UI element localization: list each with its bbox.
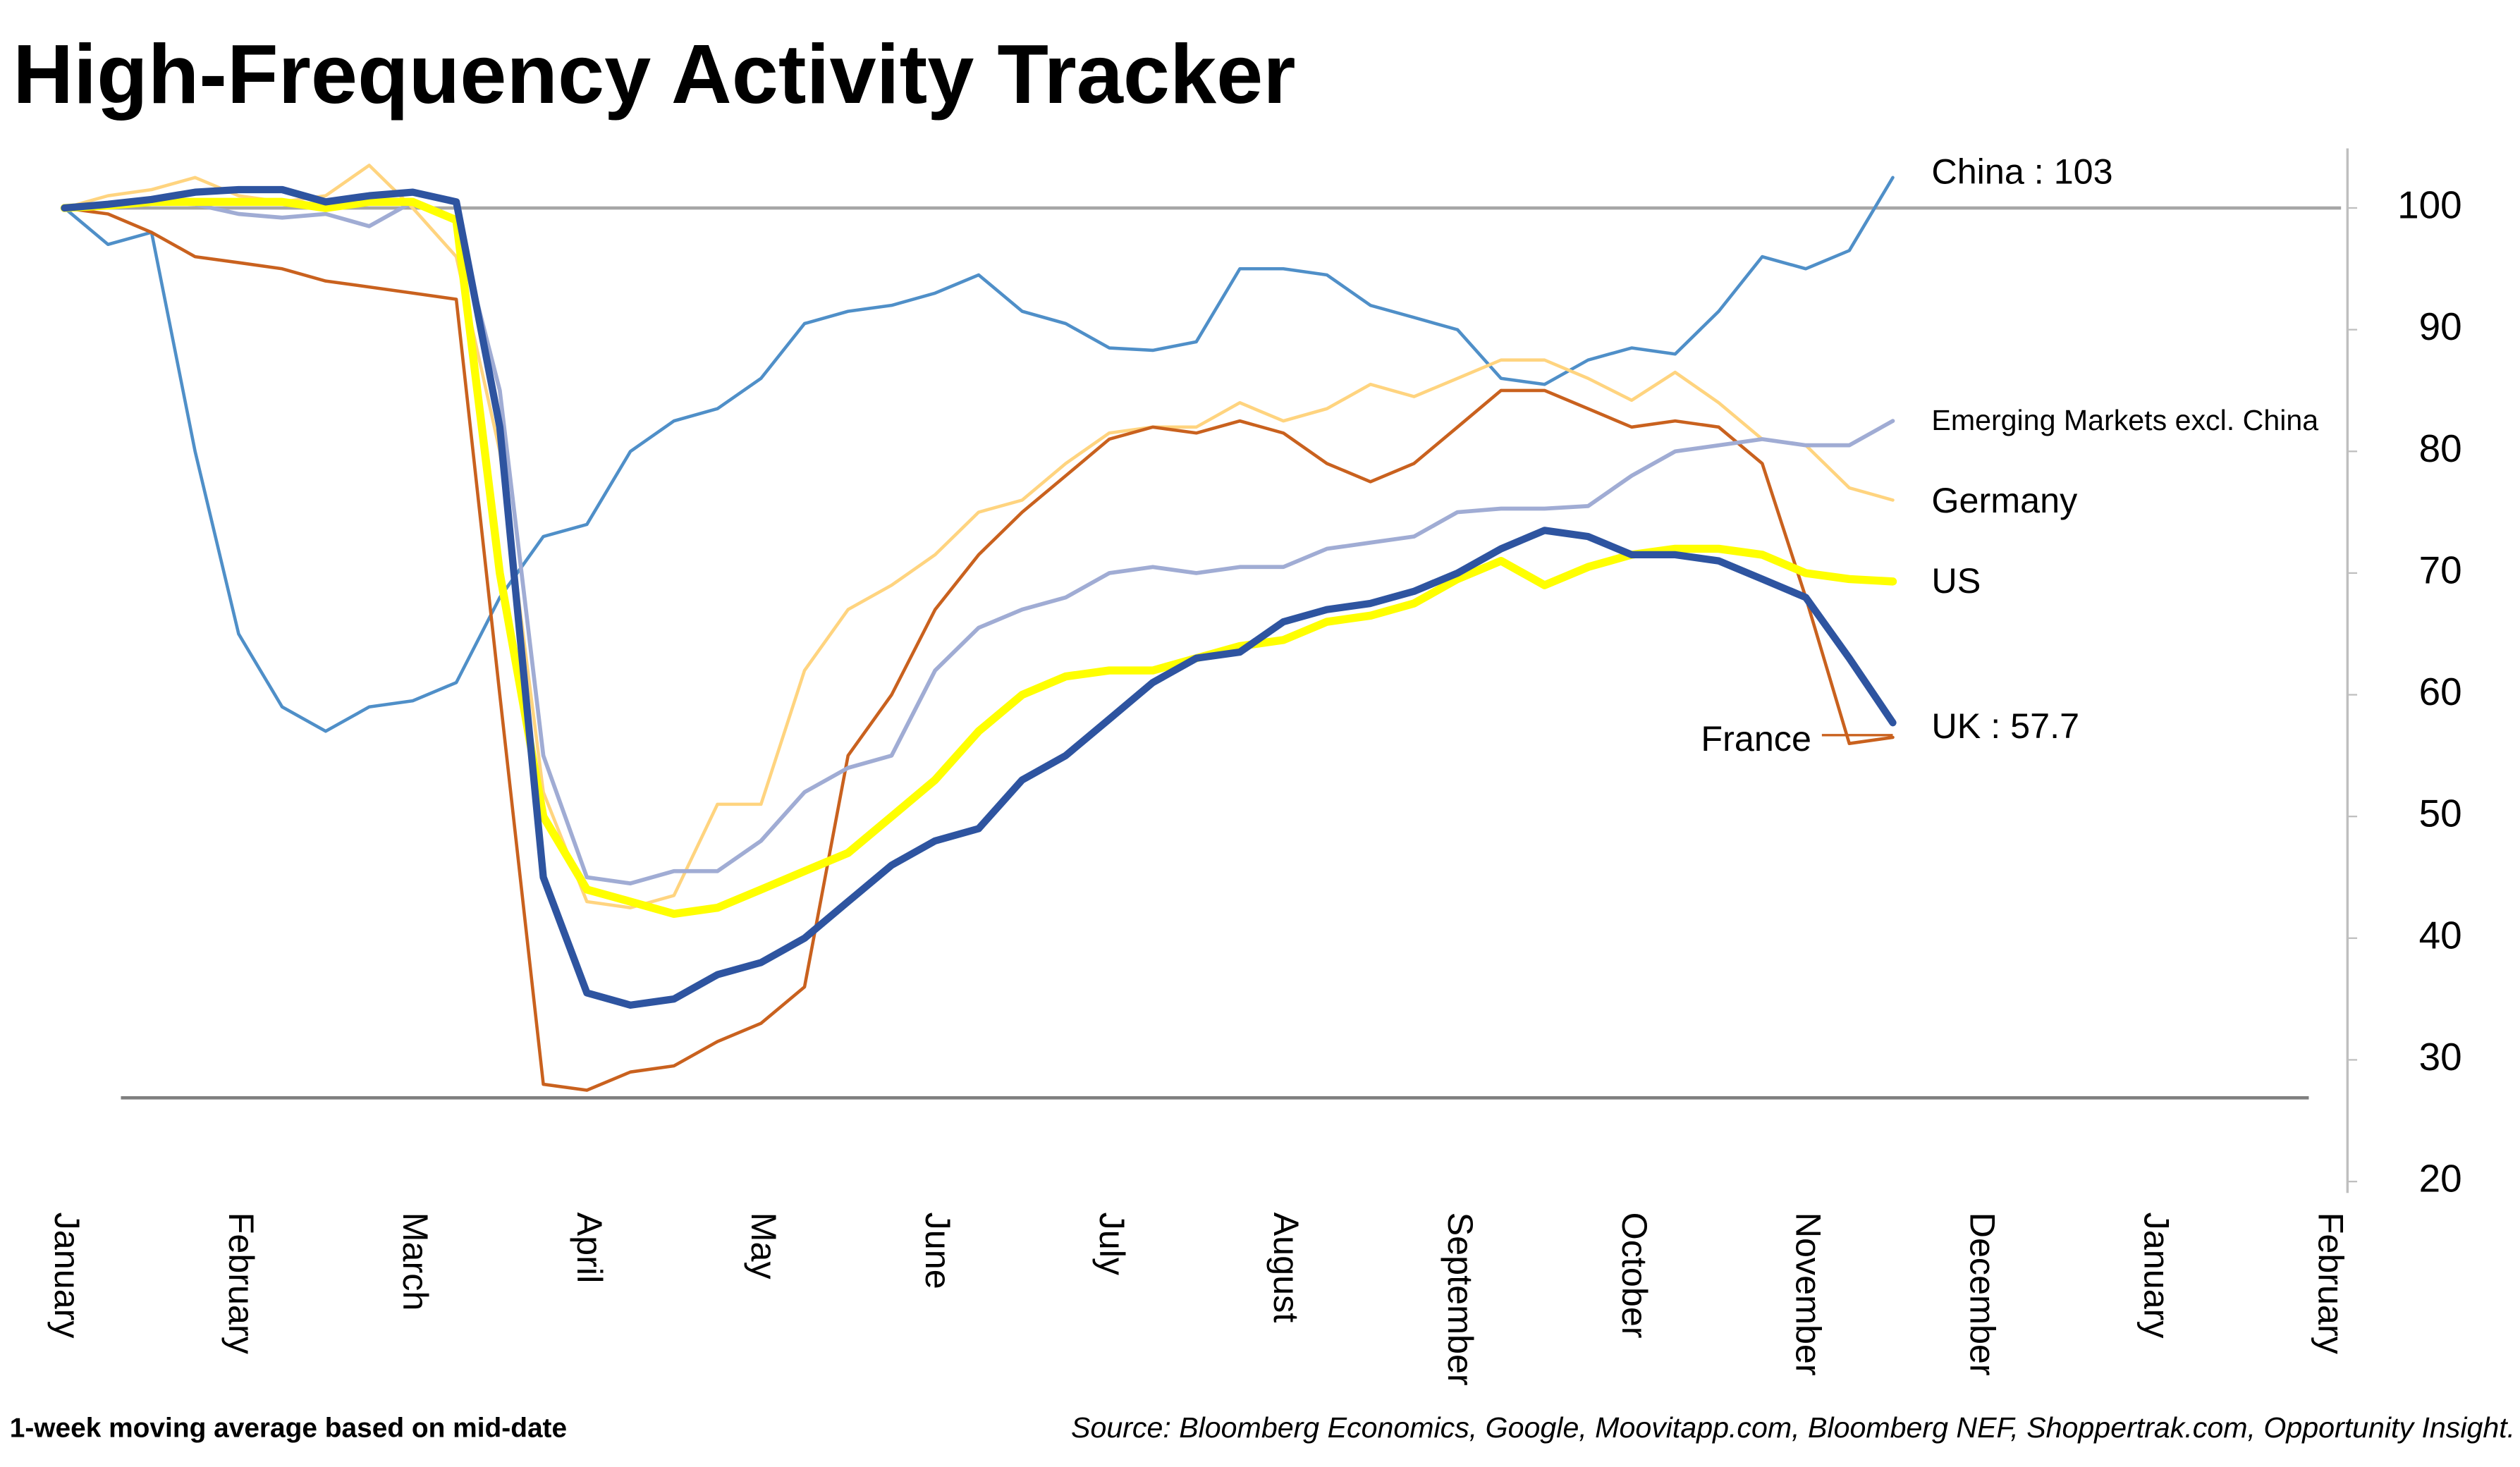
series-line bbox=[60, 197, 1897, 919]
y-tick-label: 40 bbox=[2419, 913, 2462, 957]
x-tick-label: June bbox=[918, 1213, 958, 1289]
x-tick-label: July bbox=[1092, 1213, 1132, 1276]
x-tick-label: December bbox=[1963, 1213, 2003, 1376]
y-tick-label: 60 bbox=[2419, 670, 2462, 713]
series-line bbox=[62, 200, 1895, 886]
y-tick-label: 80 bbox=[2419, 426, 2462, 470]
x-tick-label: August bbox=[1266, 1213, 1307, 1323]
series-label: US bbox=[1931, 560, 1981, 601]
x-tick-label: February bbox=[2311, 1213, 2351, 1355]
x-tick-label: January bbox=[47, 1213, 87, 1339]
series-line bbox=[63, 176, 1895, 733]
x-tick-label: January bbox=[2137, 1213, 2177, 1339]
y-tick-label: 100 bbox=[2397, 183, 2462, 226]
series-label: UK : 57.7 bbox=[1931, 706, 2079, 746]
x-tick-label: March bbox=[396, 1213, 436, 1311]
series-label: Germany bbox=[1931, 480, 2078, 520]
x-tick-label: November bbox=[1789, 1213, 1829, 1376]
x-tick-label: February bbox=[221, 1213, 262, 1355]
y-tick-label: 70 bbox=[2419, 548, 2462, 591]
series-label: Emerging Markets excl. China bbox=[1931, 404, 2318, 436]
series-line bbox=[61, 185, 1897, 1009]
y-tick-label: 50 bbox=[2419, 792, 2462, 835]
series-label: China : 103 bbox=[1931, 151, 2112, 191]
x-tick-label: September bbox=[1441, 1213, 1481, 1386]
chart-title: High-Frequency Activity Tracker bbox=[13, 27, 1295, 121]
y-tick-label: 30 bbox=[2419, 1035, 2462, 1079]
x-tick-label: May bbox=[744, 1213, 784, 1280]
series-line bbox=[63, 164, 1895, 909]
series-label: France bbox=[1701, 718, 1811, 759]
x-tick-label: October bbox=[1615, 1213, 1655, 1339]
y-tick-label: 90 bbox=[2419, 305, 2462, 348]
series-line bbox=[63, 206, 1895, 1092]
x-tick-label: April bbox=[570, 1213, 610, 1284]
footnote: 1-week moving average based on mid-date bbox=[10, 1413, 567, 1444]
y-tick-label: 20 bbox=[2419, 1157, 2462, 1201]
source: Source: Bloomberg Economics, Google, Moo… bbox=[1071, 1411, 2515, 1444]
